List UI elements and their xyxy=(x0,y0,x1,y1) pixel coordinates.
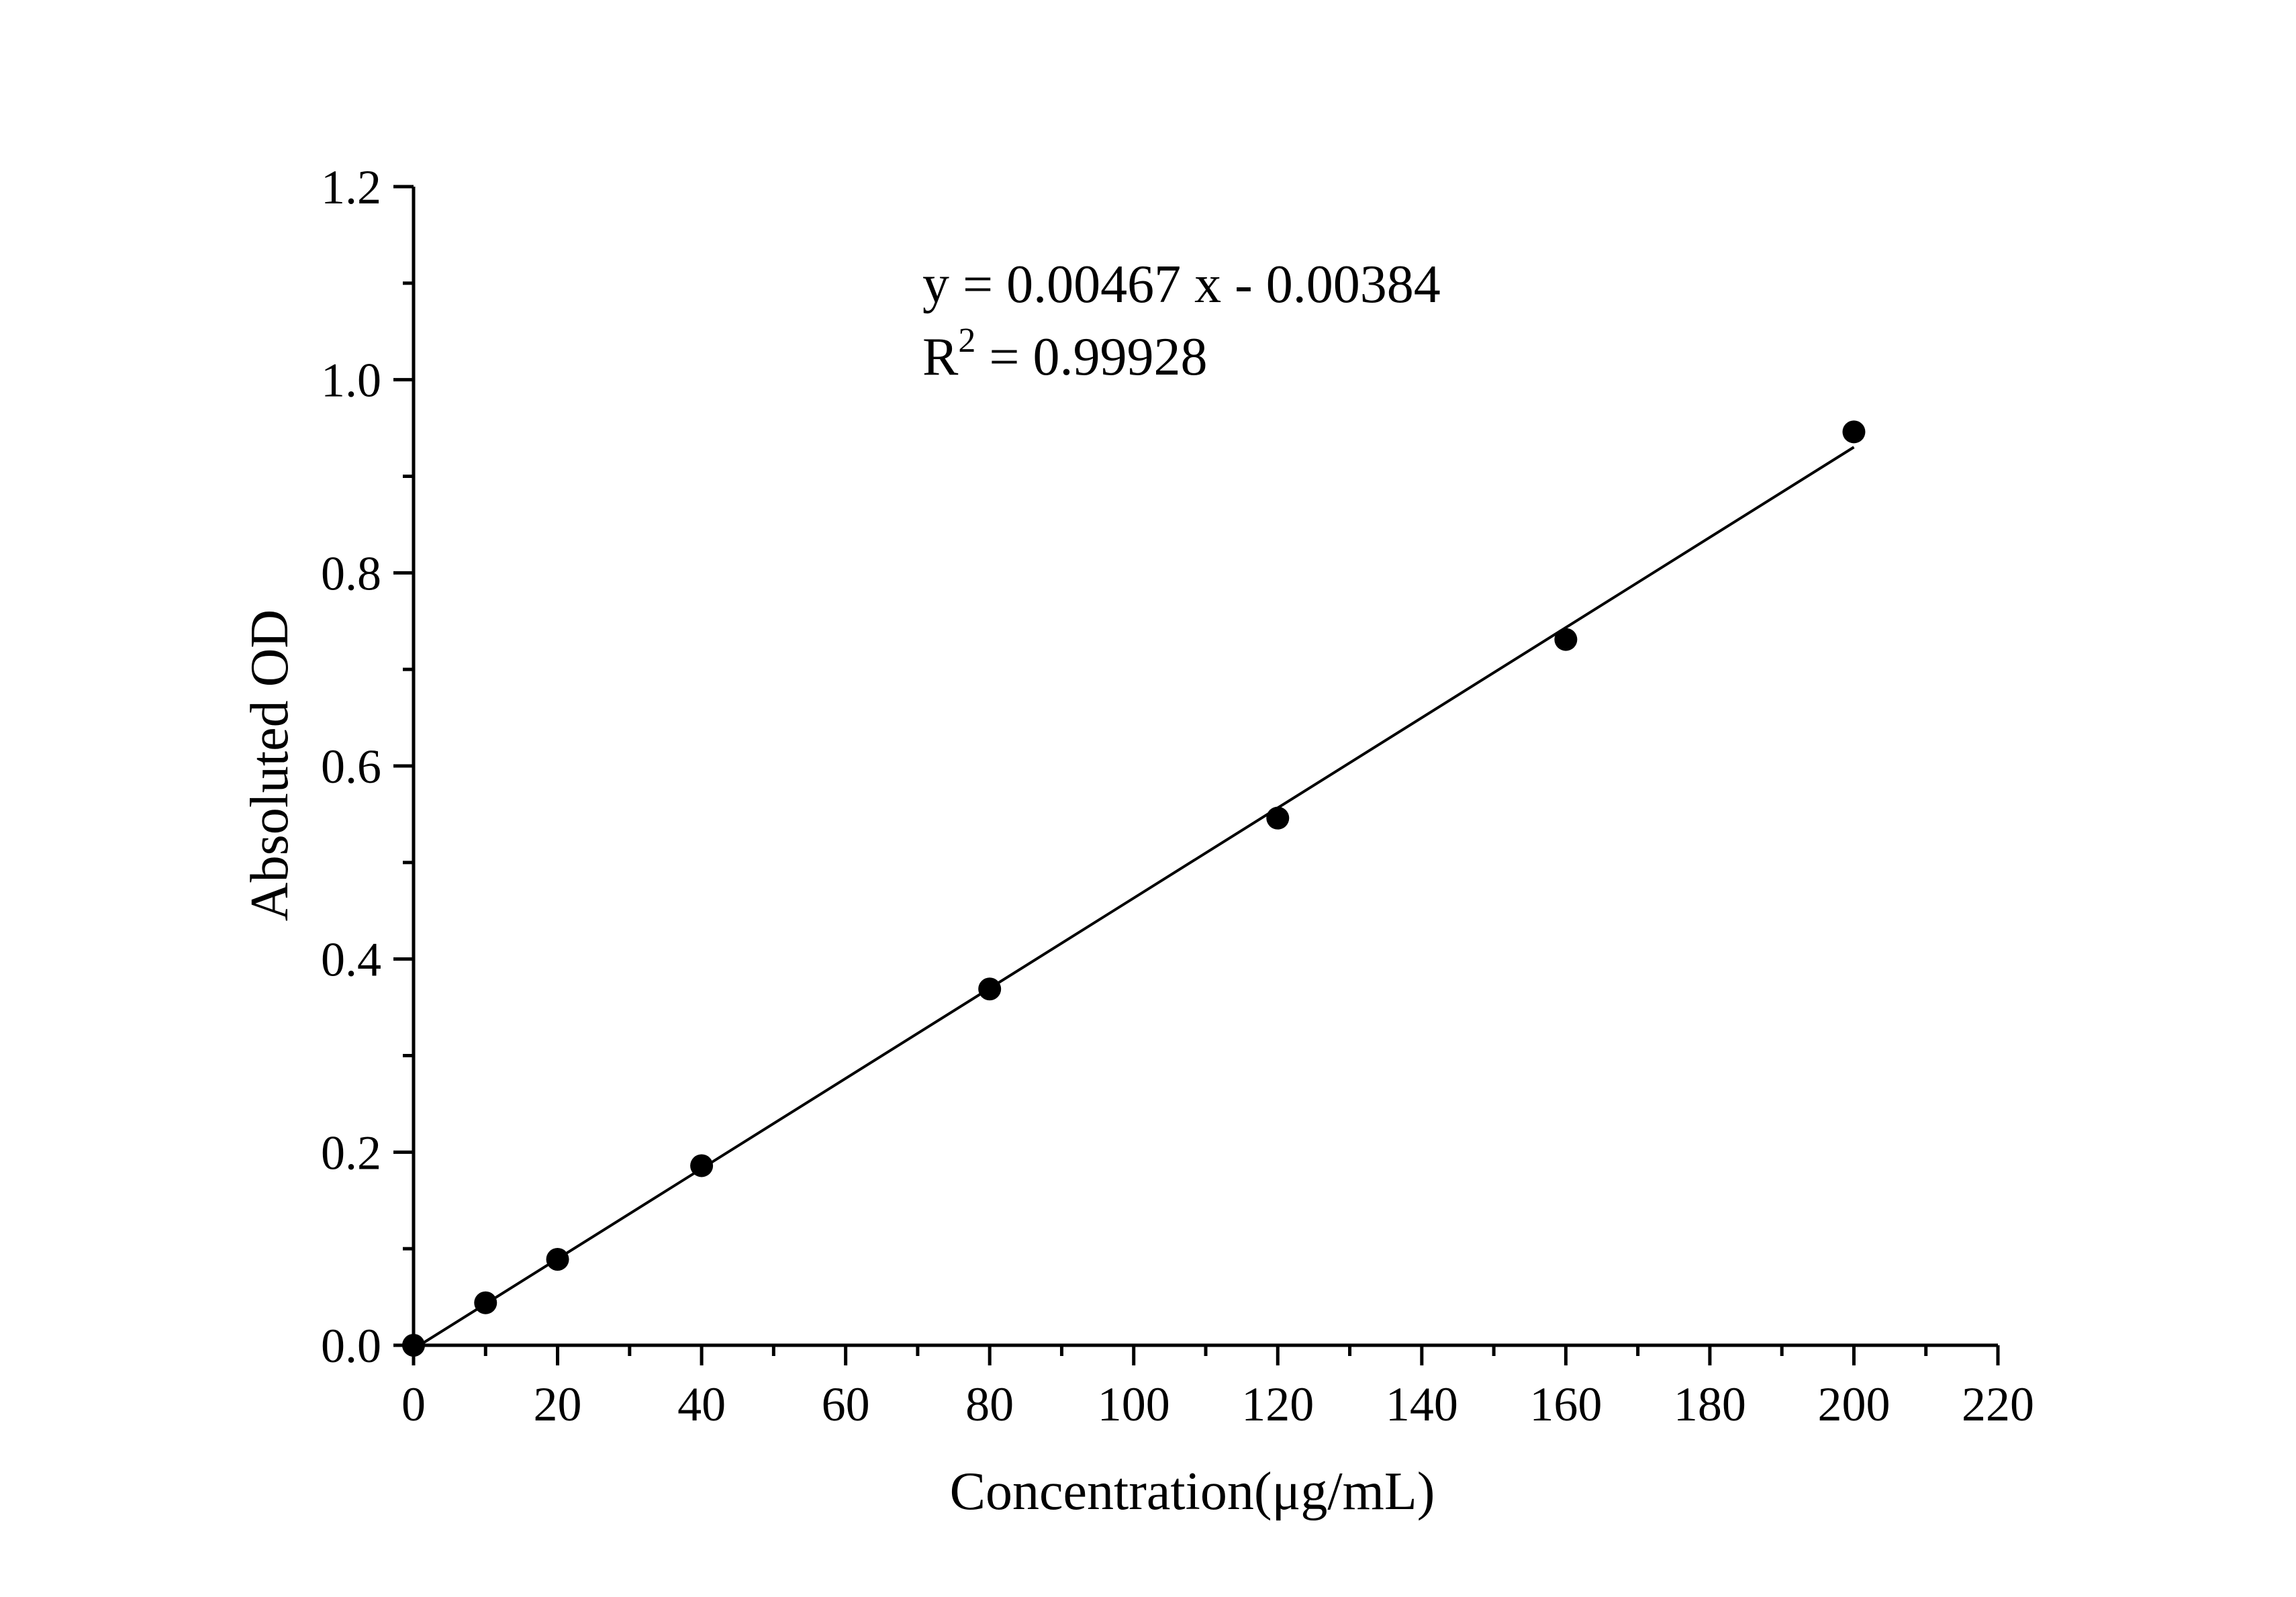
x-tick-label: 40 xyxy=(677,1377,726,1431)
x-tick-label: 20 xyxy=(534,1377,582,1431)
y-tick-label: 1.2 xyxy=(321,160,381,214)
x-tick-label: 160 xyxy=(1529,1377,1602,1431)
data-point xyxy=(546,1247,569,1271)
data-points xyxy=(402,420,1866,1357)
fit-equation: y = 0.00467 x - 0.00384 xyxy=(922,255,1441,314)
x-tick-label: 200 xyxy=(1817,1377,1890,1431)
x-tick-label: 140 xyxy=(1386,1377,1458,1431)
x-tick-label: 120 xyxy=(1241,1377,1314,1431)
y-axis-label: Absoluted OD xyxy=(240,610,299,921)
x-axis-label: Concentration(μg/mL) xyxy=(950,1462,1435,1521)
y-tick-label: 0.6 xyxy=(321,740,381,793)
r-squared: R2 = 0.99928 xyxy=(922,322,1207,387)
r-squared-symbol: R xyxy=(922,328,959,387)
y-tick-label: 0.4 xyxy=(321,933,381,987)
data-point xyxy=(978,977,1002,1001)
x-tick-label: 60 xyxy=(822,1377,870,1431)
x-tick-label: 100 xyxy=(1098,1377,1170,1431)
x-tick-label: 0 xyxy=(401,1377,426,1431)
x-tick-label: 80 xyxy=(965,1377,1014,1431)
x-tick-label: 180 xyxy=(1674,1377,1746,1431)
data-point xyxy=(1842,420,1866,444)
data-point xyxy=(1554,628,1578,651)
y-tick-label: 0.2 xyxy=(321,1126,381,1179)
ticks: 0 20 40 60 80 100 120 140 160 180 200 220 0.0 0.2 0.4 0… xyxy=(321,160,2034,1431)
y-tick-label: 1.0 xyxy=(321,354,381,407)
y-tick-label: 0.0 xyxy=(321,1319,381,1373)
data-point xyxy=(1266,806,1290,830)
r-squared-value: = 0.99928 xyxy=(975,328,1207,387)
y-tick-label: 0.8 xyxy=(321,546,381,600)
fit-line xyxy=(412,446,1855,1351)
fit-line-group xyxy=(412,446,1855,1351)
x-tick-label: 220 xyxy=(1962,1377,2034,1431)
data-point xyxy=(474,1291,497,1314)
r-squared-superscript: 2 xyxy=(958,322,975,360)
data-point xyxy=(402,1334,425,1357)
data-point xyxy=(690,1154,714,1177)
